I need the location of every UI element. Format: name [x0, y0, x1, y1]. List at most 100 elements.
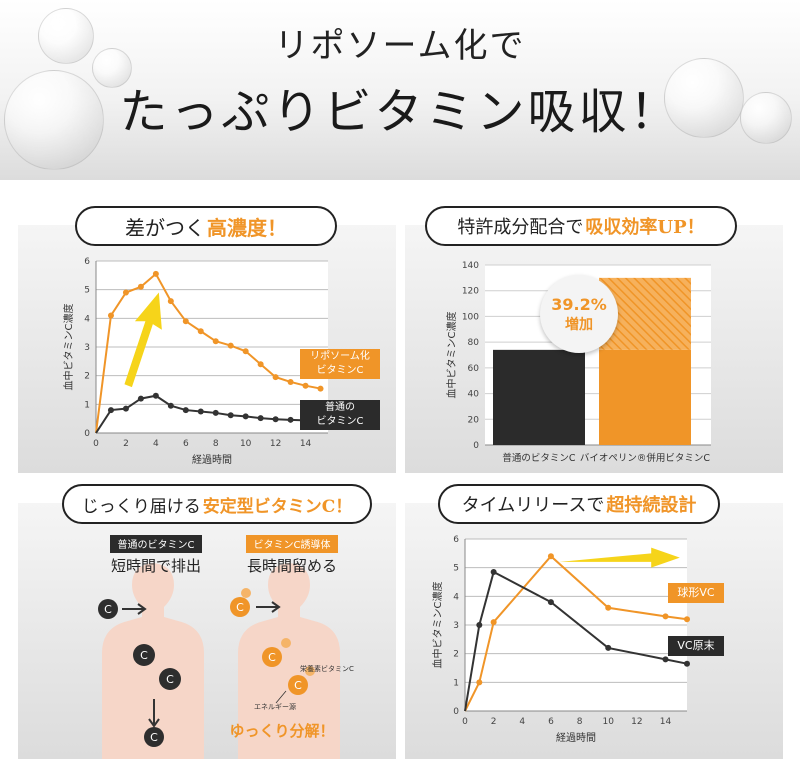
right-tag-bg — [246, 535, 338, 553]
header-title-line2: たっぷりビタミン吸収！ — [119, 84, 681, 140]
x-tick-label: 12 — [631, 717, 642, 727]
y-tick-label: 1 — [453, 678, 459, 688]
panel3-title-accent: 安定型ビタミンC！ — [202, 496, 353, 517]
y-tick-label: 6 — [84, 257, 90, 267]
arrow-right-icon — [122, 603, 147, 615]
x-axis-label: 経過時間 — [192, 453, 232, 466]
svg-text:C: C — [236, 601, 244, 614]
panel1-title-accent: 高濃度！ — [207, 215, 287, 240]
sustain-arrow-icon — [559, 547, 680, 568]
label-normal-line2: ビタミンC — [316, 416, 364, 427]
data-point — [605, 604, 612, 611]
data-point — [152, 392, 159, 399]
nutrient-label: 栄養素ビタミンC — [300, 664, 354, 673]
y-tick-label: 2 — [453, 650, 459, 660]
panel4-title-accent: 超持続設計 — [606, 495, 697, 516]
label-vc-powder: VC原末 — [668, 636, 724, 656]
x-tick-label: 14 — [300, 439, 312, 449]
header-banner: リポソーム化で たっぷりビタミン吸収！ — [0, 0, 800, 180]
bar-bioperine-vc — [599, 349, 691, 445]
y-tick-label: 80 — [468, 338, 480, 348]
data-point — [182, 318, 189, 325]
panel1-title-plain: 差がつく — [125, 215, 205, 240]
bubble-decoration — [664, 58, 744, 138]
arrow-right-icon — [256, 601, 281, 613]
bubble-decoration — [4, 70, 104, 170]
data-point — [212, 338, 219, 345]
data-point — [152, 270, 159, 277]
svg-text:C: C — [140, 649, 148, 662]
y-tick-label: 6 — [453, 535, 459, 545]
series-line — [95, 394, 321, 434]
label-normal-vc: 普通の ビタミンC — [300, 400, 380, 430]
svg-text:C: C — [268, 651, 276, 664]
y-tick-label: 20 — [468, 415, 480, 425]
data-point — [684, 616, 690, 623]
right-tag: ビタミンC誘導体 — [254, 538, 331, 551]
x-tick-label: 8 — [213, 439, 219, 449]
data-point — [476, 622, 483, 628]
increase-word: 増加 — [565, 316, 593, 333]
x-tick-label: 12 — [270, 439, 281, 449]
label-normal-line1: 普通の — [325, 402, 355, 413]
c-molecule: C — [98, 599, 118, 619]
c-molecule: C — [144, 727, 164, 747]
arrow-down-icon — [148, 699, 160, 728]
data-point — [272, 416, 279, 423]
bubble-decoration — [92, 48, 132, 88]
data-point — [107, 407, 114, 414]
rise-arrow-icon — [124, 292, 162, 388]
data-point — [167, 402, 174, 409]
data-point — [137, 395, 144, 402]
panel4-title-plain: タイムリリースで — [461, 495, 605, 516]
x-tick-label: 14 — [660, 717, 672, 727]
data-point — [272, 374, 279, 381]
data-point — [182, 407, 189, 414]
right-caption: 長時間留める — [247, 557, 337, 575]
bubble-decoration — [740, 92, 792, 144]
y-tick-label: 0 — [453, 707, 459, 717]
svg-text:C: C — [104, 603, 112, 616]
y-tick-label: 5 — [84, 286, 90, 296]
y-tick-label: 5 — [453, 564, 459, 574]
panel2-title: 特許成分配合で 吸収効率UP！ — [425, 206, 737, 246]
x-axis-label: 経過時間 — [556, 731, 596, 744]
x-tick-label: 6 — [183, 439, 189, 449]
x-tick-label: 4 — [519, 717, 525, 727]
increase-badge: 39.2% 増加 — [540, 275, 618, 353]
vitamin-illustration: 普通のビタミンC 短時間で排出 ビタミンC誘導体 長時間留める C C C C … — [98, 535, 354, 759]
y-tick-label: 4 — [453, 592, 459, 602]
body-silhouette-right — [238, 563, 340, 759]
data-point — [302, 382, 309, 389]
svg-text:C: C — [166, 673, 174, 686]
y-tick-label: 100 — [462, 312, 479, 322]
data-point — [317, 385, 324, 392]
data-point — [167, 298, 174, 305]
y-tick-label: 140 — [462, 261, 479, 271]
data-point — [287, 378, 294, 385]
panel3-title-plain: じっくり届ける — [81, 496, 201, 517]
y-tick-label: 3 — [453, 621, 459, 631]
y-axis-label: 血中ビタミンC濃度 — [62, 304, 75, 391]
category-label: バイオペリン®併用ビタミンC — [580, 452, 711, 464]
y-tick-label: 0 — [473, 441, 479, 451]
data-point — [242, 348, 249, 355]
x-tick-label: 4 — [153, 439, 159, 449]
data-point — [197, 408, 204, 415]
data-point — [490, 568, 497, 575]
x-tick-label: 8 — [577, 717, 583, 727]
data-point — [227, 412, 234, 419]
category-label: 普通のビタミンC — [502, 452, 576, 464]
c-molecule-orange: C — [288, 666, 315, 695]
data-point — [684, 660, 690, 667]
c-molecule-orange: C — [230, 588, 251, 617]
y-tick-label: 0 — [84, 429, 90, 439]
data-point — [122, 405, 129, 412]
increase-percent: 39.2% — [551, 294, 607, 314]
label-liposome: リポソーム化 ビタミンC — [300, 349, 380, 379]
data-point — [547, 553, 554, 560]
data-point — [107, 312, 114, 319]
data-point — [662, 656, 669, 663]
bubble-decoration — [38, 8, 94, 64]
panel2-title-plain: 特許成分配合で — [457, 217, 584, 238]
